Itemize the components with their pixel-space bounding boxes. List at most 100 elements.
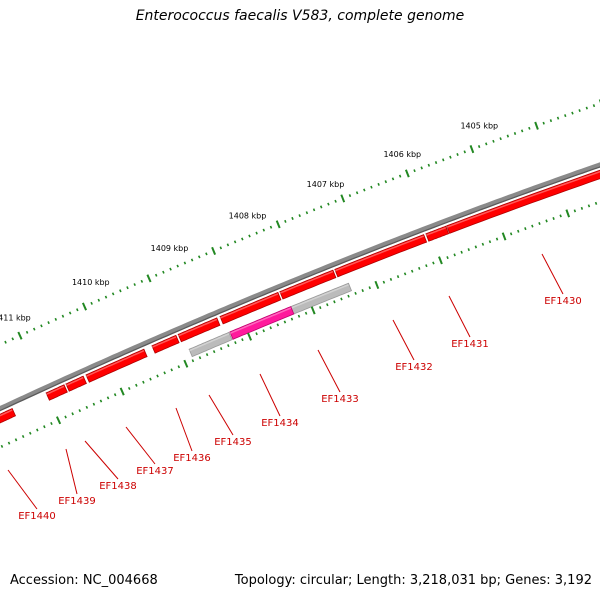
scale-tick xyxy=(176,264,179,268)
scale-tick xyxy=(241,237,244,241)
scale-tick xyxy=(370,185,373,189)
scale-tick xyxy=(334,199,337,203)
gene-label: EF1440 xyxy=(18,511,56,522)
scale-tick xyxy=(499,137,502,141)
scale-tick xyxy=(368,286,371,290)
gene-arrow-shine xyxy=(279,270,334,294)
scale-tick xyxy=(538,222,541,225)
gene-arrow-shine xyxy=(446,170,600,229)
scale-tick xyxy=(463,150,466,154)
scale-tick xyxy=(14,438,18,442)
gene-features xyxy=(0,169,600,424)
scale-tick xyxy=(198,356,202,360)
scale-tick xyxy=(297,314,301,318)
scale-tick xyxy=(520,129,524,133)
scale-tick xyxy=(528,126,531,130)
scale-tick xyxy=(485,142,488,146)
scale-tick xyxy=(425,264,428,268)
scale-tick xyxy=(191,359,195,363)
scale-tick xyxy=(212,350,216,354)
gene-arrow-grey xyxy=(290,282,353,315)
scale-tick xyxy=(580,206,584,210)
gene-arrow xyxy=(446,169,600,234)
scale-tick xyxy=(469,145,475,154)
scale-tick xyxy=(488,240,492,244)
scale-tick xyxy=(460,250,463,254)
gene-arrow xyxy=(151,334,180,354)
scale-tick xyxy=(384,180,388,184)
scale-tick xyxy=(585,106,588,110)
scale-tick xyxy=(50,421,53,426)
scale-tick xyxy=(391,177,395,181)
scale-tick xyxy=(7,441,11,445)
gene-arrow-shine xyxy=(425,227,447,236)
scale-tick xyxy=(474,245,478,249)
scale-tick xyxy=(135,383,138,387)
scale-tick xyxy=(290,317,294,321)
scale-tick xyxy=(348,194,352,198)
gene-arrow-shine xyxy=(0,409,13,417)
scale-label: 1408 kbp xyxy=(229,211,267,220)
scale-tick xyxy=(506,134,510,138)
scale-tick xyxy=(262,329,265,333)
scale-tick xyxy=(571,111,574,115)
scale-tick xyxy=(284,219,287,223)
scale-tick xyxy=(169,267,172,271)
gene-arrow xyxy=(45,384,68,401)
scale-tick xyxy=(531,224,534,228)
scale-tick xyxy=(319,205,323,209)
scale-tick xyxy=(248,234,251,238)
gene-leader-line xyxy=(84,440,119,480)
scale-tick xyxy=(354,291,357,295)
gene-arrow xyxy=(425,225,450,242)
scale-tick xyxy=(333,300,336,304)
scale-tick xyxy=(68,311,72,315)
backbone-line xyxy=(0,162,600,412)
scale-tick xyxy=(355,191,359,195)
scale-tick xyxy=(305,211,309,215)
scale-tick xyxy=(205,353,209,357)
scale-label: 1410 kbp xyxy=(72,278,110,287)
scale-tick xyxy=(47,321,50,325)
gene-leader-line xyxy=(125,426,156,465)
scale-tick xyxy=(4,340,7,344)
scale-tick xyxy=(183,261,187,265)
scale-tick xyxy=(446,256,449,260)
scale-tick xyxy=(227,344,230,348)
scale-tick xyxy=(163,371,166,375)
scale-tick xyxy=(377,182,380,186)
gene-arrow xyxy=(177,317,221,343)
scale-tick xyxy=(146,274,152,283)
scale-tick xyxy=(413,169,416,173)
scale-tick xyxy=(190,258,194,262)
gene-arrow xyxy=(65,375,87,392)
scale-tick xyxy=(262,228,266,232)
scale-tick xyxy=(524,227,527,231)
scale-tick xyxy=(71,412,74,416)
scale-tick xyxy=(0,444,4,448)
scale-tick xyxy=(126,286,129,290)
scale-tick xyxy=(140,279,144,283)
gene-leader-line xyxy=(448,295,471,338)
scale-tick xyxy=(113,393,117,397)
scale-tick xyxy=(327,202,330,206)
scale-tick xyxy=(269,225,273,229)
scale-tick xyxy=(432,261,435,265)
scale-tick xyxy=(28,431,32,435)
genome-backbone xyxy=(0,162,600,412)
gene-leader-line xyxy=(7,469,38,510)
scale-tick xyxy=(219,347,223,351)
scale-tick xyxy=(111,292,115,296)
scale-tick xyxy=(197,255,201,259)
scale-tick xyxy=(127,386,131,390)
scale-tick xyxy=(578,109,581,113)
scale-tick xyxy=(456,153,459,156)
scale-label: 1411 kbp xyxy=(0,314,31,323)
scale-tick xyxy=(310,306,316,315)
scale-tick xyxy=(61,314,65,318)
gene-leader-line xyxy=(208,394,234,436)
gene-arrow xyxy=(219,291,282,325)
scale-tick xyxy=(32,327,36,331)
scale-tick xyxy=(361,289,364,293)
gene-leader-line xyxy=(259,373,281,417)
